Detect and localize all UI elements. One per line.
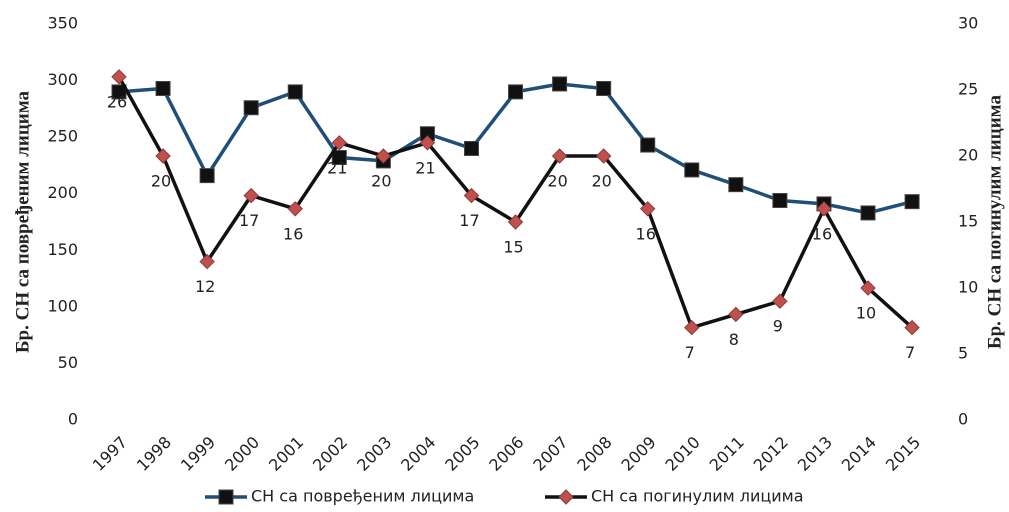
x-tick-label: 2002 xyxy=(309,433,351,475)
data-point xyxy=(155,148,171,164)
data-point xyxy=(463,187,480,204)
y2-tick-label: 25 xyxy=(958,80,978,99)
data-point xyxy=(904,194,920,210)
data-point xyxy=(111,69,127,85)
data-label: 7 xyxy=(685,343,695,362)
data-label: 20 xyxy=(151,172,171,191)
y2-axis-title: Бр. СН са погинулим лицима xyxy=(984,95,1005,349)
x-tick-label: 2003 xyxy=(353,433,395,475)
legend-marker xyxy=(558,489,574,505)
data-point xyxy=(860,280,876,296)
data-point xyxy=(640,137,656,153)
data-point xyxy=(904,319,920,336)
y-tick-label: 150 xyxy=(47,240,78,259)
y-tick-label: 200 xyxy=(47,183,78,202)
y-tick-label: 0 xyxy=(68,410,78,429)
data-label: 26 xyxy=(107,92,127,111)
data-label: 17 xyxy=(459,211,479,230)
x-tick-label: 2000 xyxy=(221,433,263,475)
x-tick-label: 2014 xyxy=(838,433,880,475)
x-tick-label: 2012 xyxy=(750,433,792,475)
x-tick-label: 2008 xyxy=(573,433,615,475)
y-tick-label: 100 xyxy=(47,296,78,315)
y2-tick-label: 0 xyxy=(958,410,968,429)
data-label: 8 xyxy=(729,330,739,349)
y2-tick-label: 20 xyxy=(958,146,978,165)
data-point xyxy=(331,135,348,151)
data-point xyxy=(287,84,303,100)
data-point xyxy=(772,193,788,209)
data-label: 20 xyxy=(591,172,611,191)
x-tick-label: 2010 xyxy=(662,433,704,475)
y-tick-label: 250 xyxy=(47,127,78,146)
x-tick-label: 2013 xyxy=(794,433,836,475)
y2-tick-label: 30 xyxy=(958,14,978,33)
legend-label: СН са повређеним лицима xyxy=(251,487,474,506)
x-tick-label: 2001 xyxy=(265,433,307,475)
data-point xyxy=(552,76,568,92)
data-label: 20 xyxy=(547,172,567,191)
data-point xyxy=(508,84,524,100)
data-label: 17 xyxy=(239,211,259,230)
data-point xyxy=(419,135,436,151)
x-tick-label: 2004 xyxy=(397,433,439,475)
data-label: 12 xyxy=(195,277,215,296)
data-point xyxy=(199,168,215,184)
x-tick-label: 2009 xyxy=(618,433,660,475)
data-label: 21 xyxy=(415,158,435,177)
data-label: 15 xyxy=(503,238,523,257)
data-point xyxy=(640,201,656,217)
y2-tick-label: 15 xyxy=(958,212,978,231)
data-point xyxy=(728,306,744,323)
x-tick-label: 1997 xyxy=(89,433,131,475)
data-label: 9 xyxy=(773,317,783,336)
y2-tick-label: 5 xyxy=(958,344,968,363)
y-axis-title: Бр. СН са повређеним лицима xyxy=(12,90,33,353)
x-tick-label: 2006 xyxy=(485,433,527,475)
data-point xyxy=(507,214,524,230)
legend-marker xyxy=(218,489,234,505)
data-label: 16 xyxy=(812,224,832,243)
x-tick-label: 2011 xyxy=(706,433,748,475)
data-point xyxy=(772,293,788,309)
data-point xyxy=(595,148,612,164)
data-point xyxy=(860,205,876,221)
data-label: 21 xyxy=(327,158,347,177)
data-point xyxy=(551,148,568,164)
data-label: 16 xyxy=(636,224,656,243)
y2-tick-label: 10 xyxy=(958,278,978,297)
data-label: 16 xyxy=(283,224,303,243)
data-point xyxy=(243,100,259,116)
data-label: 20 xyxy=(371,172,391,191)
legend-label: СН са погинулим лицима xyxy=(591,487,804,506)
data-point xyxy=(331,150,347,166)
x-tick-label: 2015 xyxy=(882,433,924,475)
data-point xyxy=(155,80,171,96)
x-tick-label: 1998 xyxy=(133,433,175,475)
x-tick-label: 1999 xyxy=(177,433,219,475)
x-tick-label: 2005 xyxy=(441,433,483,475)
data-point xyxy=(684,319,700,336)
data-label: 7 xyxy=(905,343,915,362)
data-point xyxy=(199,253,215,270)
x-tick-label: 2007 xyxy=(529,433,571,475)
y-tick-label: 350 xyxy=(47,14,78,33)
data-point xyxy=(816,201,832,217)
data-point xyxy=(243,187,259,204)
data-label: 10 xyxy=(856,304,876,323)
series-line xyxy=(118,82,913,215)
y-tick-label: 50 xyxy=(58,353,78,372)
data-point xyxy=(596,80,612,96)
y-tick-label: 300 xyxy=(47,70,78,89)
data-point xyxy=(728,177,744,193)
data-point xyxy=(463,140,479,156)
data-point xyxy=(375,148,392,164)
data-point xyxy=(684,162,700,178)
data-point xyxy=(287,201,303,217)
